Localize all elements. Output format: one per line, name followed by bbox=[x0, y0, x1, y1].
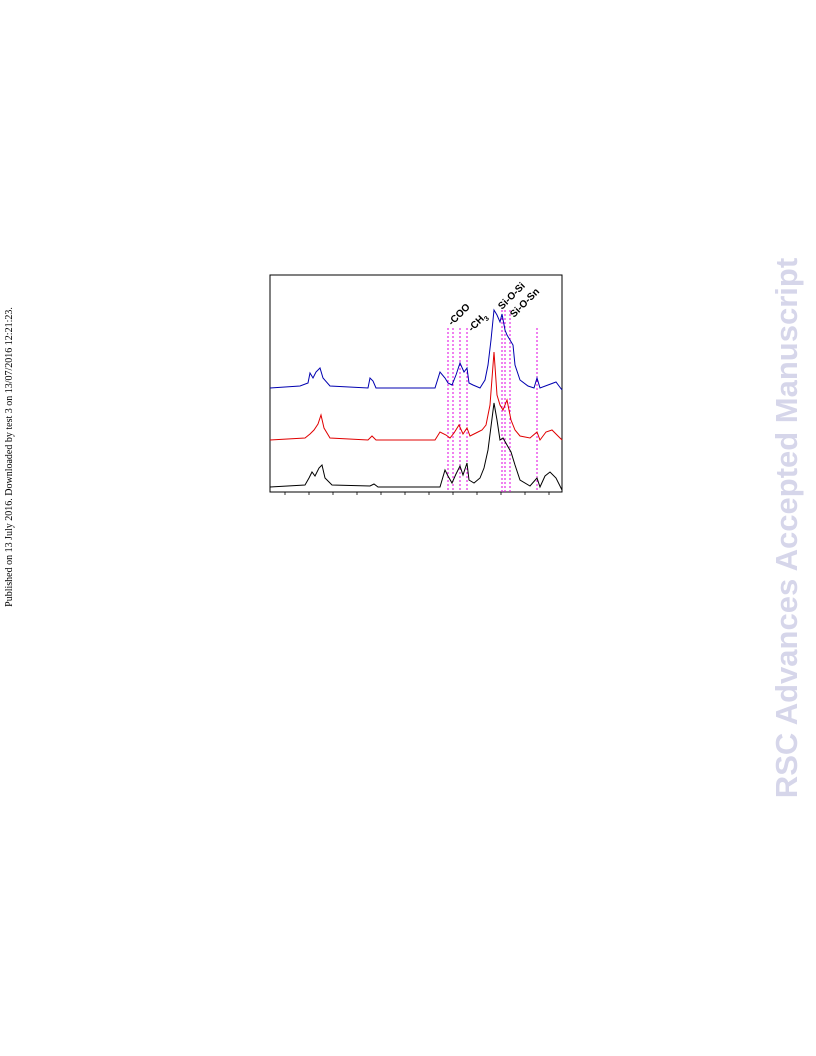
watermark: RSC Advances Accepted Manuscript bbox=[769, 258, 804, 798]
spectrum-blue bbox=[269, 308, 563, 391]
plot-frame bbox=[269, 274, 563, 493]
sidebar: Published on 13 July 2016. Downloaded by… bbox=[4, 307, 15, 607]
spectrum-red bbox=[269, 351, 563, 442]
figure: -COO -CH3 Si-O-Si Si-O-Sn bbox=[269, 274, 563, 495]
ticks bbox=[284, 492, 550, 495]
spectrum-black bbox=[269, 402, 563, 491]
marker-lines bbox=[447, 310, 538, 492]
annotation: -CH3 bbox=[466, 311, 491, 336]
